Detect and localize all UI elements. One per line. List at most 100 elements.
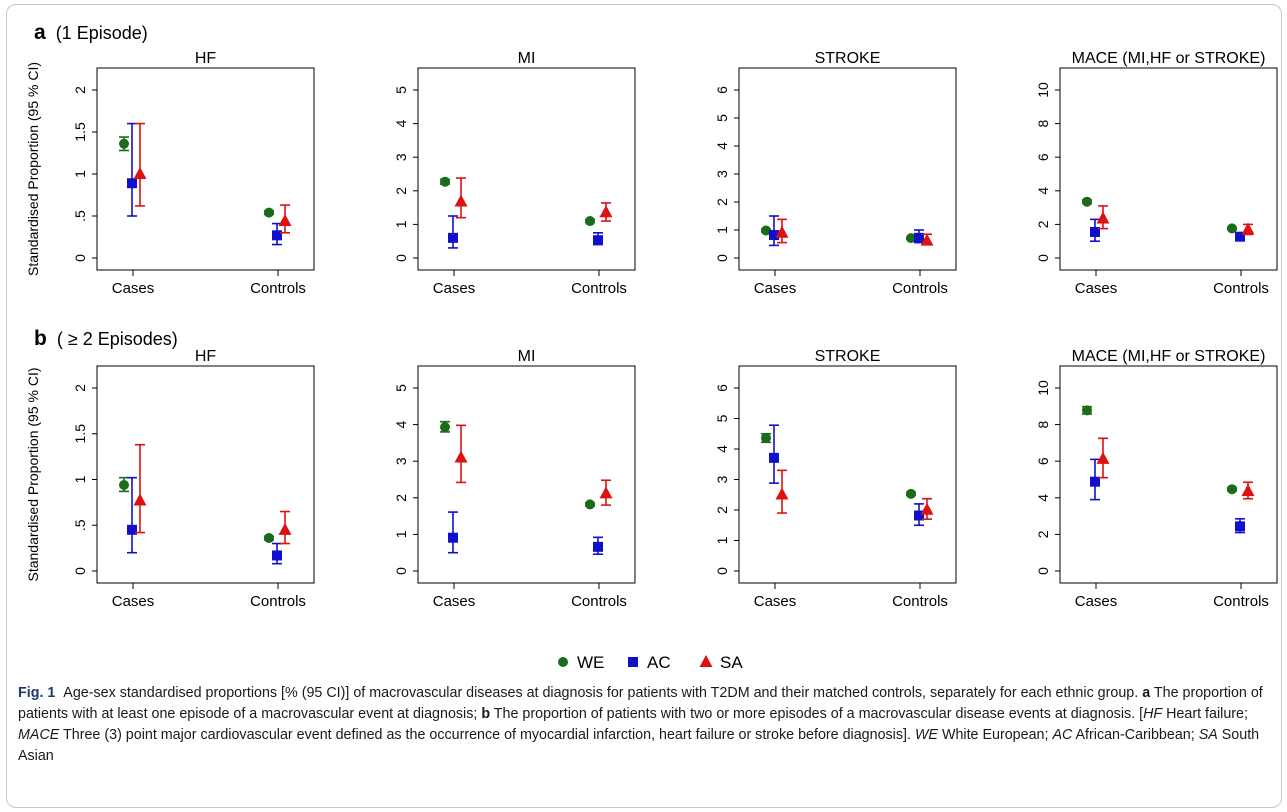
point-sa bbox=[1096, 451, 1110, 464]
y-tick-label: 2 bbox=[1035, 220, 1051, 228]
y-tick-label: 3 bbox=[393, 153, 409, 161]
x-tick-label: Cases bbox=[754, 280, 797, 297]
point-sa bbox=[599, 205, 613, 218]
caption-text-8: South Asian bbox=[18, 727, 1260, 764]
chart-b-hf: HF 0 .5 1 1.5 2 Cases Controls bbox=[72, 348, 315, 610]
plot-frame bbox=[738, 365, 957, 584]
legend-marker-we bbox=[558, 657, 568, 667]
y-tick-label: 2 bbox=[72, 384, 88, 392]
x-tick-label: Controls bbox=[892, 593, 948, 610]
y-tick-label: 3 bbox=[393, 457, 409, 465]
point-sa bbox=[599, 486, 613, 499]
chart-b-stroke: STROKE 0 1 2 3 4 5 6 Cases Controls bbox=[714, 348, 957, 610]
point-we bbox=[761, 225, 771, 236]
point-we bbox=[119, 479, 129, 490]
figure-caption: Fig. 1 Age-sex standardised proportions … bbox=[18, 683, 1268, 767]
legend-marker-ac bbox=[628, 657, 638, 667]
point-ac bbox=[272, 230, 282, 241]
y-tick-label: 6 bbox=[1035, 457, 1051, 465]
caption-fig-label: Fig. 1 bbox=[18, 685, 56, 701]
point-ac bbox=[593, 235, 603, 246]
y-tick-label: 2 bbox=[714, 506, 730, 514]
x-tick-label: Cases bbox=[433, 593, 476, 610]
y-tick-label: 10 bbox=[1035, 380, 1051, 396]
y-tick-label: 1 bbox=[714, 536, 730, 544]
point-we bbox=[761, 433, 771, 444]
y-tick-label: 0 bbox=[714, 567, 730, 575]
x-tick-label: Controls bbox=[892, 280, 948, 297]
y-tick-label: 5 bbox=[393, 86, 409, 94]
y-tick-label: 0 bbox=[393, 254, 409, 262]
y-tick-label: 5 bbox=[714, 414, 730, 422]
y-tick-label: 8 bbox=[1035, 420, 1051, 428]
legend: WE AC SA bbox=[558, 653, 743, 672]
chart-b-mace-mi-hf-or-stroke: MACE (MI,HF or STROKE) 0 2 4 6 8 10 Cases Contro… bbox=[1035, 348, 1278, 610]
x-tick-label: Controls bbox=[571, 593, 627, 610]
y-tick-label: 5 bbox=[714, 114, 730, 122]
point-sa bbox=[1241, 484, 1255, 497]
chart-a-stroke: STROKE 0 1 2 3 4 5 6 Cases Controls bbox=[714, 50, 957, 297]
x-tick-label: Cases bbox=[1075, 593, 1118, 610]
caption-we-abbr: WE bbox=[914, 727, 938, 743]
point-sa bbox=[454, 450, 468, 463]
panel-b-text: ( ≥ 2 Episodes) bbox=[56, 329, 178, 349]
point-sa bbox=[920, 233, 934, 246]
y-tick-label: 2 bbox=[1035, 530, 1051, 538]
chart-title: HF bbox=[195, 348, 217, 365]
point-we bbox=[1227, 223, 1237, 234]
chart-a-hf: HF 0 .5 1 1.5 2 Cases Controls bbox=[72, 50, 315, 297]
point-ac bbox=[272, 550, 282, 561]
panel-b-letter: b bbox=[34, 327, 47, 350]
chart-title: STROKE bbox=[815, 348, 881, 365]
legend-label-we: WE bbox=[577, 653, 604, 672]
caption-a-label: a bbox=[1142, 685, 1151, 701]
x-tick-label: Cases bbox=[433, 280, 476, 297]
figure-frame bbox=[6, 4, 1282, 808]
x-tick-label: Controls bbox=[1213, 593, 1269, 610]
y-tick-label: 1 bbox=[72, 170, 88, 178]
point-we bbox=[906, 233, 916, 244]
x-tick-label: Cases bbox=[112, 593, 155, 610]
caption-text-6: White European; bbox=[941, 727, 1049, 743]
caption-text-2: The proportion of patients with at least… bbox=[18, 685, 1263, 722]
caption-text-7: African-Caribbean; bbox=[1075, 727, 1195, 743]
y-tick-label: 0 bbox=[72, 567, 88, 575]
y-tick-label: 0 bbox=[714, 254, 730, 262]
y-tick-label: 1 bbox=[714, 226, 730, 234]
point-we bbox=[440, 422, 450, 433]
point-ac bbox=[127, 178, 137, 189]
caption-text-3: The proportion of patients with two or m… bbox=[493, 706, 1144, 722]
point-we bbox=[906, 488, 916, 499]
x-tick-label: Controls bbox=[1213, 280, 1269, 297]
caption-text-1: Age-sex standardised proportions [% (95 … bbox=[63, 685, 1139, 701]
y-tick-label: 1 bbox=[393, 530, 409, 538]
plot-frame bbox=[1059, 365, 1278, 584]
x-tick-label: Controls bbox=[250, 280, 306, 297]
y-tick-label: 2 bbox=[714, 198, 730, 206]
caption-ac-abbr: AC bbox=[1052, 727, 1073, 743]
caption-sa-abbr: SA bbox=[1198, 727, 1218, 743]
point-sa bbox=[775, 225, 789, 238]
x-tick-label: Cases bbox=[754, 593, 797, 610]
point-ac bbox=[914, 510, 924, 521]
point-sa bbox=[454, 194, 468, 207]
y-tick-label: 4 bbox=[1035, 494, 1051, 502]
y-tick-label: 0 bbox=[72, 254, 88, 262]
y-tick-label: 1 bbox=[393, 220, 409, 228]
y-tick-label: 0 bbox=[1035, 254, 1051, 262]
y-tick-label: 1.5 bbox=[72, 122, 88, 142]
chart-title: STROKE bbox=[815, 50, 881, 67]
point-sa bbox=[775, 487, 789, 500]
caption-hf-abbr: HF bbox=[1143, 706, 1163, 722]
y-tick-label: 2 bbox=[72, 86, 88, 94]
point-we bbox=[264, 533, 274, 544]
caption-mace-abbr: MACE bbox=[18, 727, 60, 743]
point-ac bbox=[769, 230, 779, 241]
point-we bbox=[585, 216, 595, 227]
panel-a-label: a (1 Episode) bbox=[34, 21, 148, 45]
y-tick-label: 6 bbox=[714, 384, 730, 392]
y-tick-label: 0 bbox=[393, 567, 409, 575]
point-sa bbox=[278, 522, 292, 535]
chart-b-mi: MI 0 1 2 3 4 5 Cases Controls bbox=[393, 348, 636, 610]
